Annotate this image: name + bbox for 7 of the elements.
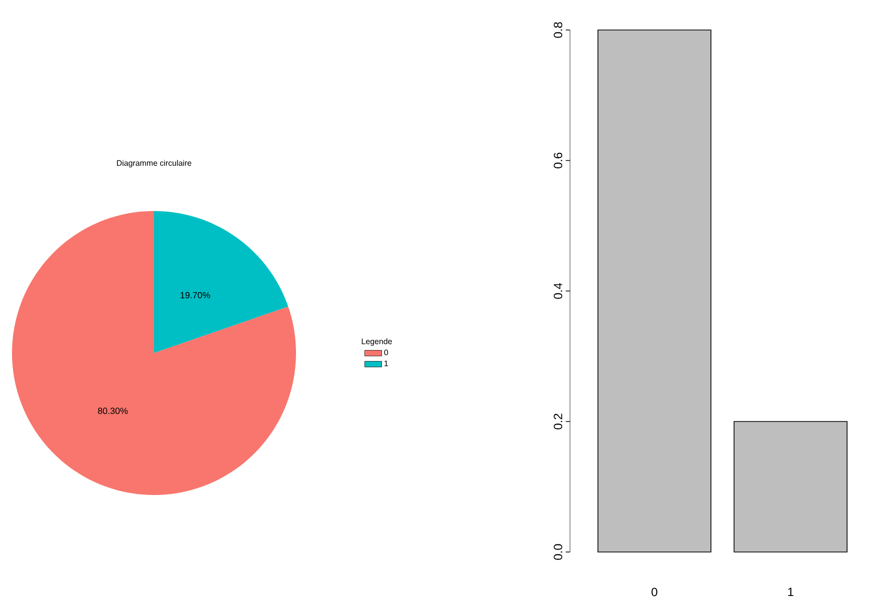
y-tick-label: 0.2 — [554, 414, 562, 430]
y-tick-label: 0.4 — [554, 283, 562, 299]
y-tick-label: 0.8 — [554, 22, 562, 38]
data-label: 80.30% — [98, 408, 128, 414]
y-tick-label: 0.0 — [554, 544, 562, 560]
data-label: 19.70% — [180, 292, 210, 298]
y-tick-label: 0.6 — [554, 152, 562, 168]
